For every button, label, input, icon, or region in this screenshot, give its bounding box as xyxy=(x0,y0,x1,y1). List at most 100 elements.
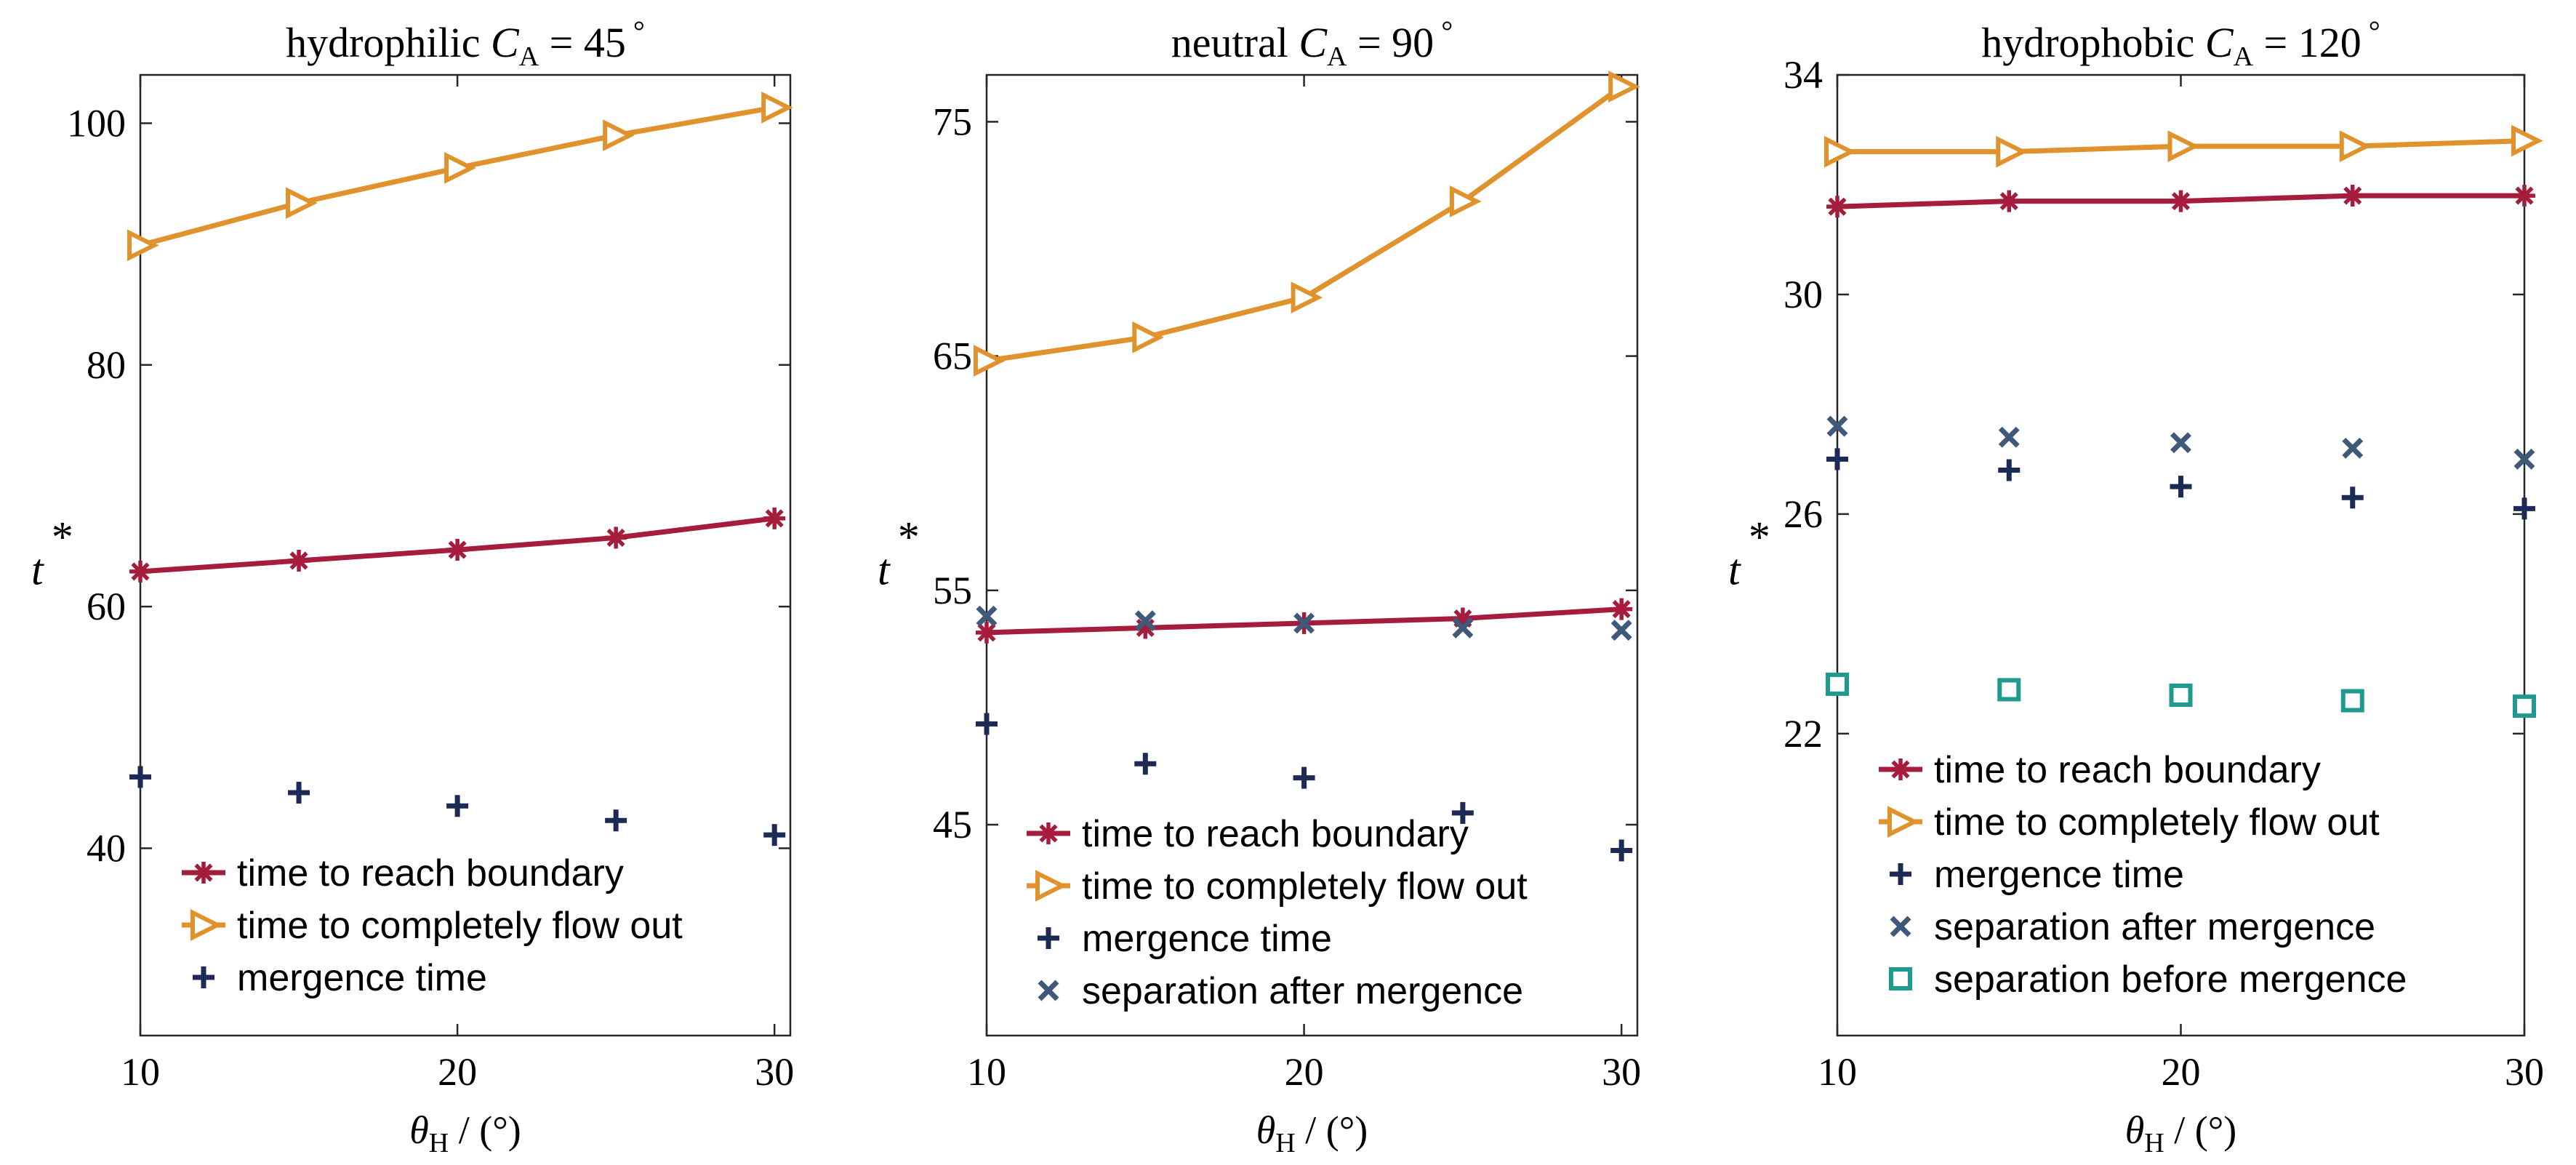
legend-label: mergence time xyxy=(237,957,487,999)
y-tick-label: 55 xyxy=(933,569,972,612)
data-point-reach-stroke xyxy=(765,509,784,528)
data-point-flowout xyxy=(974,345,1006,377)
legend-marker-stroke xyxy=(1039,824,1058,843)
y-tick-label: 45 xyxy=(933,803,972,846)
chart-title: neutral CA = 90 ° xyxy=(1171,15,1453,72)
data-point-mergence xyxy=(2513,497,2535,520)
data-point-reach xyxy=(605,527,627,549)
legend-marker-b xyxy=(1890,916,1911,937)
legend-marker xyxy=(190,909,222,941)
legend-label: separation after mergence xyxy=(1082,970,1523,1012)
legend-marker xyxy=(1035,870,1067,902)
title-degree: ° xyxy=(1434,15,1453,47)
data-point-reach-stroke xyxy=(2515,186,2534,205)
legend-label: separation before mergence xyxy=(1934,958,2407,1001)
series-flowout xyxy=(127,92,793,262)
legend-entry-mergence: mergence time xyxy=(1038,918,1332,960)
legend-label: time to completely flow out xyxy=(237,905,683,947)
title-word: neutral xyxy=(1171,19,1299,66)
data-point-reach xyxy=(1998,190,2021,212)
legend-marker xyxy=(1889,967,1912,990)
series-flowout xyxy=(1824,124,2543,168)
legend-label: time to completely flow out xyxy=(1934,801,2380,844)
data-point-reach-stroke xyxy=(606,528,625,547)
data-point-sep_after xyxy=(1293,612,1315,634)
y-axis-label-sup: * xyxy=(896,513,918,561)
data-point-reach-stroke xyxy=(2171,192,2191,211)
series-sep_after xyxy=(976,605,1632,641)
plot-frame xyxy=(139,73,792,1037)
x-tick-label: 20 xyxy=(1285,1050,1324,1094)
legend-marker xyxy=(193,966,214,988)
x-axis-label: θH / (°) xyxy=(2125,1108,2237,1158)
legend-marker xyxy=(1890,758,1911,780)
data-point-flowout xyxy=(2511,124,2543,157)
data-point-sep_after-b xyxy=(1293,612,1315,634)
data-point-sep_after-b xyxy=(2342,437,2364,459)
data-point-sep_after xyxy=(2170,432,2191,454)
data-point-flowout xyxy=(1824,135,1856,168)
data-point-flowout-shape xyxy=(603,119,635,151)
legend-label: time to reach boundary xyxy=(1082,813,1469,855)
series-line-flowout xyxy=(986,84,1624,364)
x-tick-label: 30 xyxy=(1602,1050,1641,1094)
data-point-flowout xyxy=(1291,281,1323,313)
legend-marker xyxy=(1890,916,1911,937)
data-point-sep_before-shape xyxy=(2340,689,2364,713)
data-point-reach xyxy=(2341,185,2364,207)
data-point-flowout-shape xyxy=(1996,135,2028,168)
legend-entry-sep_after: separation after mergence xyxy=(1890,906,2375,948)
data-point-mergence xyxy=(763,824,786,846)
data-point-sep_after xyxy=(976,605,998,627)
x-label-sub: H xyxy=(1275,1128,1295,1158)
data-point-sep_after xyxy=(1134,610,1156,632)
y-axis-label: t xyxy=(31,546,44,594)
x-tick-label: 10 xyxy=(1818,1050,1857,1094)
y-tick-label: 26 xyxy=(1783,492,1823,536)
data-point-reach xyxy=(976,621,998,644)
data-point-flowout-shape xyxy=(974,345,1006,377)
data-point-flowout-shape xyxy=(2167,130,2200,162)
data-point-reach xyxy=(288,549,310,572)
data-point-reach xyxy=(1826,196,1848,218)
data-point-flowout xyxy=(1449,185,1482,217)
data-point-flowout-shape xyxy=(2339,130,2372,162)
y-axis-label: t xyxy=(878,546,891,594)
data-point-flowout-shape xyxy=(1291,281,1323,313)
x-axis-label: θH / (°) xyxy=(409,1108,521,1158)
x-label-sub: H xyxy=(2144,1128,2164,1158)
legend-label: mergence time xyxy=(1082,918,1332,960)
data-point-reach xyxy=(1610,598,1633,620)
data-point-mergence xyxy=(605,809,627,832)
legend-entry-sep_after: separation after mergence xyxy=(1038,970,1523,1012)
legend-entry-flowout: time to completely flow out xyxy=(182,905,683,947)
y-tick-label: 40 xyxy=(87,826,126,870)
x-tick-label: 30 xyxy=(755,1050,794,1094)
data-point-flowout-shape xyxy=(2511,124,2543,157)
data-point-mergence xyxy=(446,795,469,817)
y-axis-label: t xyxy=(1728,546,1741,594)
data-point-sep_before xyxy=(2340,689,2364,713)
series-reach xyxy=(129,507,786,582)
legend-label: time to reach boundary xyxy=(1934,749,2321,791)
y-tick-label: 60 xyxy=(87,585,126,628)
y-tick-label: 22 xyxy=(1783,712,1823,756)
y-tick-label: 80 xyxy=(87,343,126,387)
data-point-reach-stroke xyxy=(1828,197,1847,216)
data-point-sep_after-b xyxy=(2170,432,2191,454)
data-point-reach-stroke xyxy=(2343,186,2362,205)
data-point-reach-stroke xyxy=(977,623,996,642)
legend-label: time to completely flow out xyxy=(1082,865,1528,908)
y-tick-label: 75 xyxy=(933,100,972,143)
data-point-sep_after xyxy=(2513,448,2535,470)
chart-panel-3: 10 20 30 22 26 30 34 hydrophobic CA = 120 ° θH /… xyxy=(1728,15,2544,1158)
data-point-flowout-shape xyxy=(1824,135,1856,168)
y-tick-label: 100 xyxy=(67,101,126,145)
series-mergence xyxy=(1826,448,2535,520)
chart-panel-2: 10 20 30 45 55 65 75 neutral CA = 90 ° θH / (°) t… xyxy=(878,15,1641,1158)
y-tick-label: 34 xyxy=(1783,53,1823,97)
legend-marker xyxy=(1038,822,1059,844)
x-label-symbol: θ xyxy=(1256,1108,1276,1152)
title-eq: = 90 xyxy=(1347,19,1434,66)
plot-frame xyxy=(985,73,1639,1037)
